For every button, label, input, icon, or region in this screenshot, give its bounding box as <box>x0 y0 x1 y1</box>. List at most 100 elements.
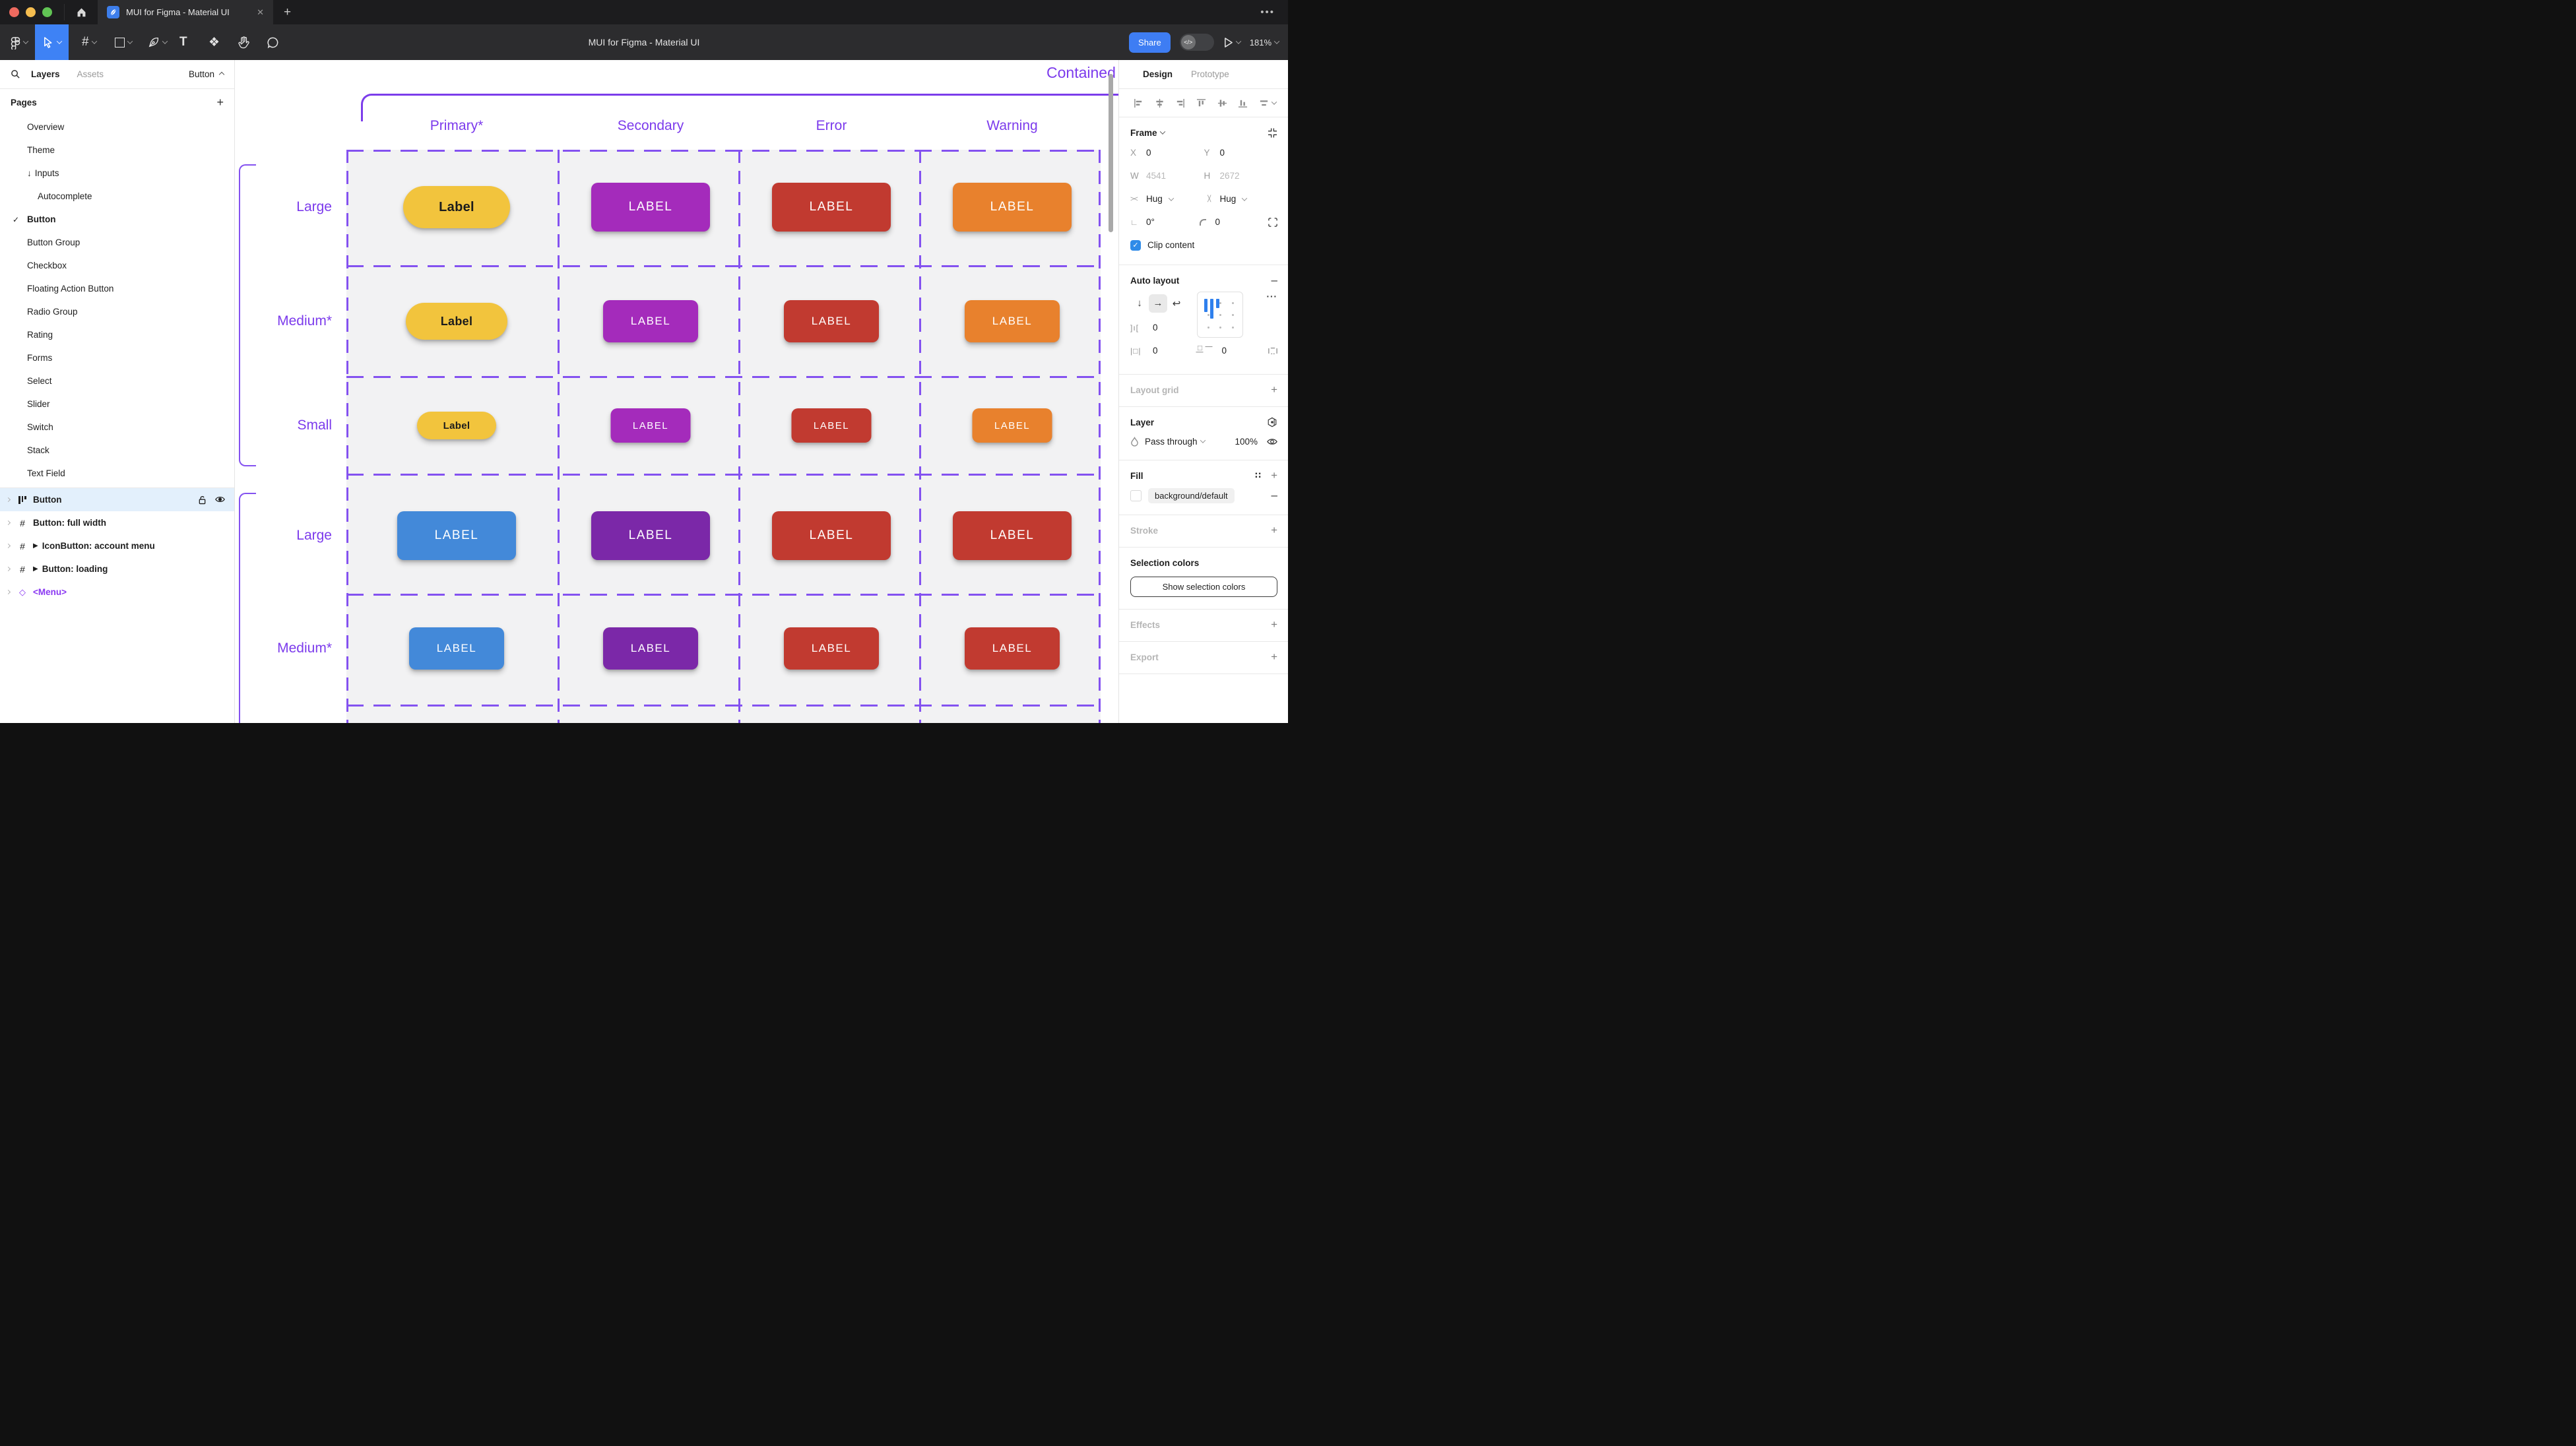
expand-chevron-icon[interactable] <box>6 567 11 571</box>
dev-mode-toggle[interactable]: </> <box>1180 34 1214 51</box>
page-item-button-group[interactable]: Button Group <box>0 231 234 254</box>
canvas-button-large-warning[interactable]: LABEL <box>953 183 1072 232</box>
lock-open-icon[interactable] <box>198 495 207 505</box>
visible-eye-icon[interactable] <box>215 495 225 503</box>
y-position-field[interactable]: Y0 <box>1204 148 1278 158</box>
blend-mode-dropdown[interactable]: Pass through <box>1145 437 1205 447</box>
design-canvas[interactable]: Contained Primary*SecondaryErrorWarning … <box>235 60 1118 723</box>
expand-chevron-icon[interactable] <box>6 520 11 525</box>
vertical-resizing-dropdown[interactable]: ><Hug <box>1204 194 1278 204</box>
canvas-button-small-primary[interactable]: Label <box>417 412 496 439</box>
page-item-floating-action-button[interactable]: Floating Action Button <box>0 277 234 300</box>
window-more-menu[interactable]: ••• <box>1260 0 1288 24</box>
chevron-down-icon[interactable] <box>1159 129 1165 134</box>
horizontal-resizing-dropdown[interactable]: ><Hug <box>1130 194 1204 204</box>
canvas-button-large-secondary[interactable]: LABEL <box>591 511 710 560</box>
tab-design[interactable]: Design <box>1143 69 1173 79</box>
page-item-inputs[interactable]: ↓Inputs <box>0 162 234 185</box>
close-window-button[interactable] <box>9 7 19 17</box>
canvas-button-medium-secondary[interactable]: LABEL <box>603 627 698 670</box>
fill-style-chip[interactable]: background/default <box>1148 488 1235 503</box>
zoom-window-button[interactable] <box>42 7 52 17</box>
align-right-icon[interactable] <box>1175 98 1185 108</box>
frame-section-title[interactable]: Frame <box>1130 128 1157 138</box>
pen-tool-button[interactable] <box>148 24 167 60</box>
canvas-button-small-secondary[interactable]: LABEL <box>611 408 691 443</box>
frame-title-label[interactable]: Contained <box>1046 64 1116 82</box>
remove-auto-layout-button[interactable]: – <box>1272 274 1277 287</box>
add-fill-button[interactable]: + <box>1271 469 1277 482</box>
width-field[interactable]: W4541 <box>1130 171 1204 181</box>
actions-tool-button[interactable]: ❖ <box>209 24 220 60</box>
shape-tool-button[interactable] <box>115 24 132 60</box>
visibility-eye-icon[interactable] <box>1267 437 1277 446</box>
page-item-autocomplete[interactable]: Autocomplete <box>0 185 234 208</box>
page-item-switch[interactable]: Switch <box>0 416 234 439</box>
page-selector[interactable]: Button <box>189 69 224 79</box>
layer-item-button[interactable]: Button <box>0 488 234 511</box>
page-item-theme[interactable]: Theme <box>0 139 234 162</box>
canvas-button-large-error[interactable]: LABEL <box>772 511 891 560</box>
layer-item-iconbutton-account-menu[interactable]: #▶IconButton: account menu <box>0 534 234 557</box>
clip-content-checkbox-checked[interactable]: ✓ <box>1130 240 1141 251</box>
canvas-button-large-error[interactable]: LABEL <box>772 183 891 232</box>
vertical-padding-field[interactable]: |□|0 <box>1200 342 1269 360</box>
canvas-button-medium-primary[interactable]: LABEL <box>409 627 504 670</box>
canvas-button-large-primary[interactable]: Label <box>403 186 510 228</box>
canvas-vertical-scrollbar[interactable] <box>1109 74 1113 232</box>
show-selection-colors-button[interactable]: Show selection colors <box>1130 577 1277 597</box>
close-tab-icon[interactable]: ✕ <box>254 7 264 18</box>
align-bottom-icon[interactable] <box>1238 98 1248 108</box>
add-page-button[interactable]: + <box>216 96 224 110</box>
canvas-button-large-warning[interactable]: LABEL <box>953 511 1072 560</box>
comment-tool-button[interactable] <box>267 24 279 60</box>
blend-mode-icon[interactable] <box>1267 417 1277 427</box>
canvas-button-medium-error[interactable]: LABEL <box>784 300 879 342</box>
corner-radius-field[interactable]: 0 <box>1200 217 1269 227</box>
add-export-button[interactable]: + <box>1271 650 1277 664</box>
fill-color-swatch[interactable] <box>1130 490 1142 501</box>
canvas-button-large-primary[interactable]: LABEL <box>397 511 516 560</box>
canvas-button-medium-warning[interactable]: LABEL <box>965 627 1060 670</box>
chevron-down-icon[interactable] <box>91 38 96 44</box>
auto-layout-more-button[interactable]: ··· <box>1267 292 1278 301</box>
page-item-overview[interactable]: Overview <box>0 115 234 139</box>
expand-chevron-icon[interactable] <box>6 497 11 502</box>
align-vertical-center-icon[interactable] <box>1217 98 1227 108</box>
canvas-button-medium-primary[interactable]: Label <box>406 303 507 340</box>
fill-styles-icon[interactable]: ∷ <box>1255 470 1262 481</box>
tab-prototype[interactable]: Prototype <box>1191 69 1229 79</box>
collapse-icon[interactable] <box>1268 128 1277 138</box>
horizontal-padding-field[interactable]: |□|0 <box>1130 346 1200 356</box>
tab-layers[interactable]: Layers <box>31 69 60 79</box>
opacity-field[interactable]: 100% <box>1235 437 1258 447</box>
canvas-button-medium-error[interactable]: LABEL <box>784 627 879 670</box>
page-item-button[interactable]: ✓Button <box>0 208 234 231</box>
chevron-down-icon[interactable] <box>1236 38 1241 44</box>
page-item-checkbox[interactable]: Checkbox <box>0 254 234 277</box>
x-position-field[interactable]: X0 <box>1130 148 1204 158</box>
share-button[interactable]: Share <box>1129 32 1171 53</box>
add-layout-grid-button[interactable]: + <box>1271 383 1277 396</box>
canvas-button-medium-secondary[interactable]: LABEL <box>603 300 698 342</box>
canvas-button-small-error[interactable]: LABEL <box>792 408 872 443</box>
new-tab-button[interactable]: + <box>273 0 302 24</box>
home-button[interactable] <box>65 0 98 24</box>
layer-item-button-full-width[interactable]: #Button: full width <box>0 511 234 534</box>
canvas-button-large-secondary[interactable]: LABEL <box>591 183 710 232</box>
hand-tool-button[interactable] <box>238 24 249 60</box>
chevron-down-icon[interactable] <box>127 38 133 44</box>
auto-layout-wrap-button[interactable]: ↩ <box>1167 294 1186 313</box>
gap-field[interactable]: ]ı[0 <box>1130 323 1205 332</box>
clip-content-row[interactable]: ✓ Clip content <box>1130 234 1277 257</box>
chevron-down-icon[interactable] <box>162 38 168 44</box>
layer-item-button-loading[interactable]: #▶Button: loading <box>0 557 234 581</box>
text-tool-button[interactable]: T <box>179 24 187 60</box>
independent-corners-icon[interactable] <box>1268 218 1277 227</box>
auto-layout-alignment-box[interactable] <box>1197 292 1243 338</box>
chevron-down-icon[interactable] <box>57 38 62 44</box>
rotation-field[interactable]: ∟0° <box>1130 217 1200 227</box>
frame-tool-button[interactable]: # <box>82 24 96 60</box>
page-item-select[interactable]: Select <box>0 369 234 393</box>
canvas-button-medium-warning[interactable]: LABEL <box>965 300 1060 342</box>
